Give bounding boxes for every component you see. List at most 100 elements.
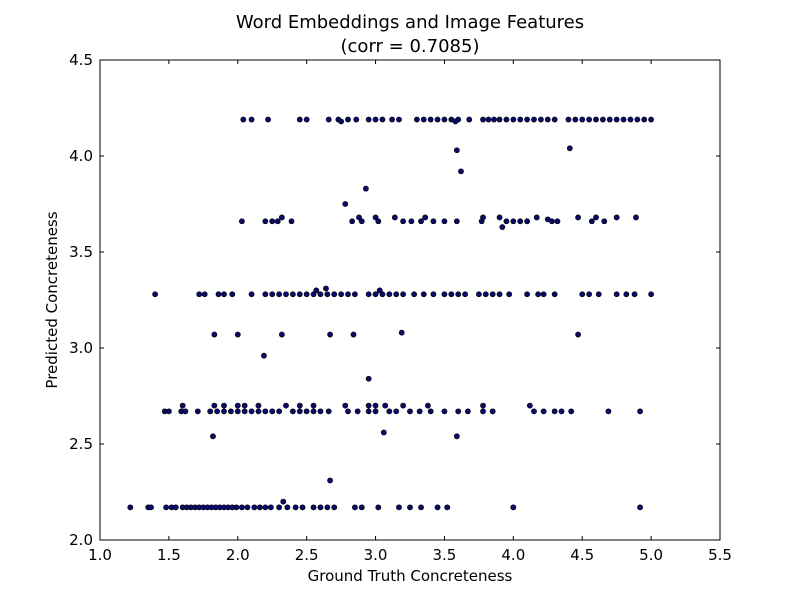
points-layer — [127, 116, 655, 511]
data-point — [510, 218, 517, 225]
data-point — [396, 116, 402, 123]
data-point — [453, 218, 460, 225]
data-point — [269, 408, 276, 415]
data-point — [163, 504, 170, 511]
data-point — [418, 504, 424, 511]
data-point — [400, 291, 407, 298]
data-point — [420, 291, 427, 298]
data-point — [389, 116, 395, 123]
data-point — [434, 504, 441, 511]
data-point — [637, 408, 643, 415]
data-point — [207, 408, 214, 415]
data-point — [407, 408, 413, 415]
data-point — [221, 291, 227, 298]
data-point — [455, 408, 462, 415]
axes-frame — [99, 59, 721, 541]
data-point — [239, 218, 245, 225]
data-point — [551, 116, 558, 123]
data-point — [475, 291, 482, 298]
data-point — [276, 291, 283, 298]
data-point — [165, 408, 172, 415]
data-point — [251, 504, 258, 511]
data-point — [303, 116, 310, 123]
x-tick-label: 3.0 — [364, 546, 388, 564]
data-point — [506, 291, 513, 298]
data-point — [310, 408, 317, 415]
data-point — [234, 402, 241, 409]
data-point — [413, 116, 420, 123]
data-point — [558, 408, 565, 415]
data-point — [599, 116, 606, 123]
data-point — [480, 214, 486, 221]
data-point — [267, 504, 274, 511]
data-point — [613, 214, 620, 221]
data-point — [393, 408, 400, 415]
y-tick-label: 3.5 — [69, 243, 93, 261]
data-point — [211, 402, 218, 409]
data-point — [533, 214, 540, 221]
data-point — [276, 504, 283, 511]
data-point — [551, 408, 558, 415]
data-point — [491, 116, 497, 123]
data-point — [244, 504, 251, 511]
data-point — [485, 116, 492, 123]
data-point — [400, 218, 407, 225]
data-point — [262, 218, 269, 225]
data-point — [210, 433, 216, 440]
data-point — [441, 291, 448, 298]
data-point — [342, 201, 349, 207]
data-point — [283, 402, 289, 409]
data-point — [288, 218, 295, 225]
data-point — [172, 504, 179, 511]
data-point — [593, 214, 599, 221]
data-point — [194, 408, 201, 415]
data-point — [233, 504, 240, 511]
data-point — [430, 291, 437, 298]
data-point — [391, 214, 398, 221]
x-tick-label: 2.5 — [295, 546, 319, 564]
data-point — [386, 291, 393, 298]
data-point — [303, 408, 310, 415]
data-point — [648, 291, 655, 298]
data-point — [396, 504, 402, 511]
data-point — [292, 504, 299, 511]
data-point — [565, 116, 572, 123]
data-point — [531, 116, 537, 123]
data-point — [376, 287, 383, 294]
data-point — [422, 214, 429, 221]
data-point — [407, 504, 413, 511]
data-point — [393, 291, 400, 298]
data-point — [524, 218, 531, 225]
chart-title: Word Embeddings and Image Features — [235, 12, 585, 33]
x-tick-label: 3.5 — [433, 546, 457, 564]
data-point — [196, 291, 203, 298]
data-point — [613, 116, 620, 123]
data-point — [241, 408, 248, 415]
data-point — [276, 408, 283, 415]
data-point — [648, 116, 655, 123]
data-point — [496, 291, 503, 298]
data-point — [375, 218, 382, 225]
data-point — [342, 402, 349, 409]
data-point — [363, 185, 369, 192]
data-point — [310, 504, 317, 511]
data-point — [229, 291, 236, 298]
data-point — [420, 116, 427, 123]
x-tick-label: 2.0 — [226, 546, 250, 564]
data-point — [540, 408, 547, 415]
data-point — [372, 408, 379, 415]
data-point — [503, 116, 510, 123]
data-point — [464, 408, 471, 415]
data-point — [283, 291, 289, 298]
data-point — [296, 408, 303, 415]
y-tick-label: 2.5 — [69, 435, 93, 453]
data-point — [375, 504, 382, 511]
data-point — [606, 116, 613, 123]
data-point — [234, 408, 241, 415]
data-point — [466, 116, 473, 123]
data-point — [338, 118, 345, 125]
data-point — [284, 504, 291, 511]
data-point — [540, 291, 547, 298]
